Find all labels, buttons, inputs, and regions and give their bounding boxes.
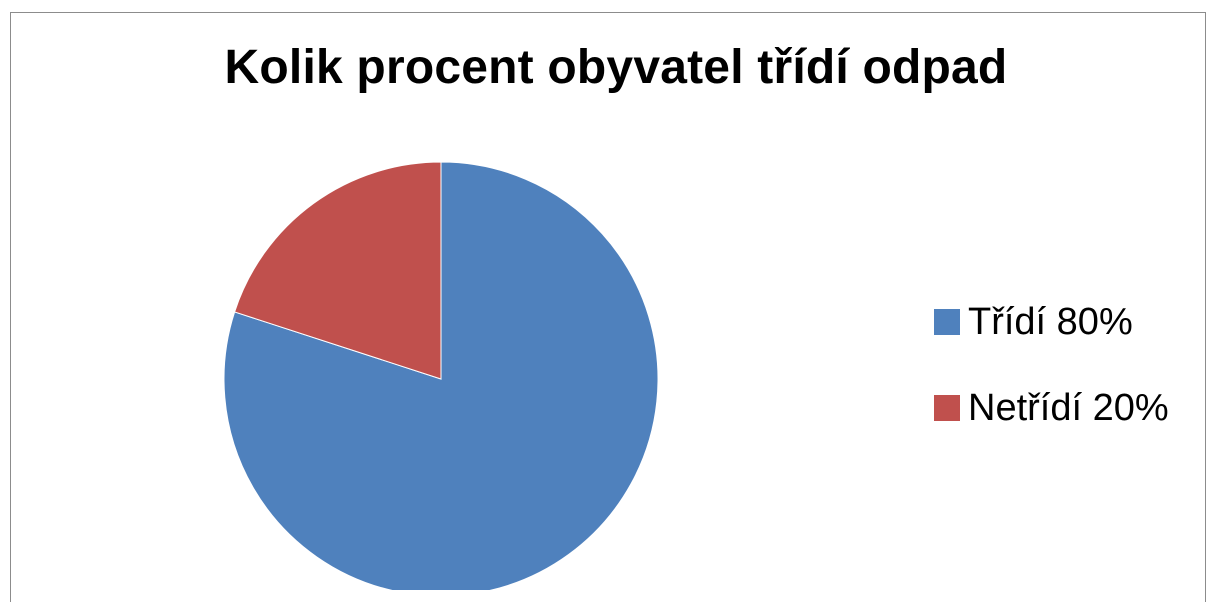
legend-swatch-trid (934, 309, 960, 335)
legend-item-netrid: Netřídí 20% (934, 386, 1169, 430)
pie-slice-netrid (233, 161, 442, 380)
chart-title: Kolik procent obyvatel třídí odpad (224, 41, 1008, 94)
legend-label-trid: Třídí 80% (968, 300, 1133, 343)
legend: Třídí 80% Netřídí 20% (934, 300, 1169, 472)
chart-frame (10, 12, 1206, 602)
legend-label-netrid: Netřídí 20% (968, 386, 1169, 429)
legend-item-trid: Třídí 80% (934, 300, 1169, 344)
legend-swatch-netrid (934, 395, 960, 421)
